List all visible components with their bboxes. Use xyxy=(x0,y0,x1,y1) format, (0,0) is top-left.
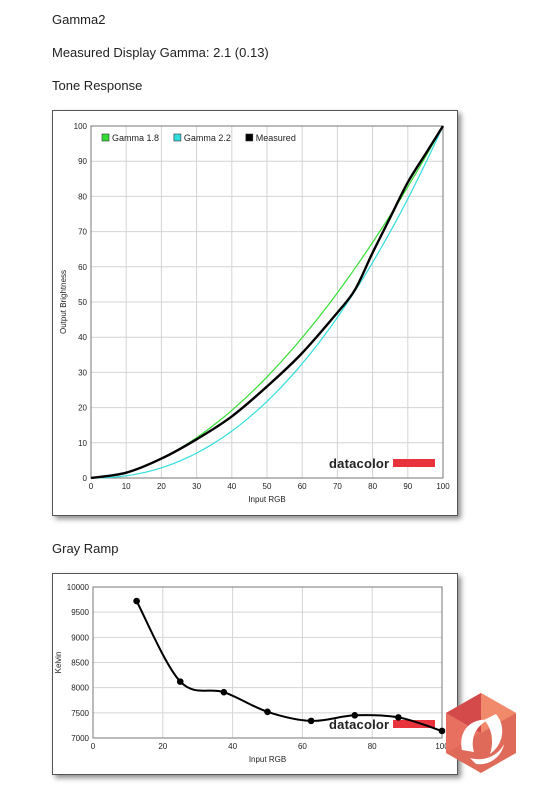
x-tick-label: 50 xyxy=(263,482,272,491)
kelvin-point xyxy=(220,688,228,696)
y-tick-label: 80 xyxy=(78,192,87,201)
y-tick-label: 0 xyxy=(83,474,88,483)
y-tick-label: 7500 xyxy=(71,709,89,718)
y-tick-label: 9500 xyxy=(71,608,89,617)
x-tick-label: 20 xyxy=(158,742,167,751)
x-tick-label: 100 xyxy=(435,742,449,751)
y-tick-label: 9000 xyxy=(71,633,89,642)
gray-ramp-chart: 0 20 40 60 80 100 7000 7500 8000 8500 9000 9500 1000… xyxy=(54,583,449,764)
x-tick-label: 80 xyxy=(368,482,377,491)
site-logo xyxy=(440,692,522,774)
x-tick-label: 60 xyxy=(298,742,307,751)
tone-response-panel: 0 10 20 30 40 50 60 70 80 90 100 0 10 20 30 40 50 60 70 80 9… xyxy=(52,110,458,516)
kelvin-point xyxy=(395,714,402,721)
x-tick-label: 90 xyxy=(403,482,412,491)
kelvin-point xyxy=(307,717,315,725)
x-tick-label: 80 xyxy=(368,742,377,751)
y-tick-label: 40 xyxy=(78,333,87,342)
y-axis-label: Output Brightness xyxy=(59,270,68,334)
watermark-bar xyxy=(393,720,435,728)
x-axis-label: Input RGB xyxy=(249,755,286,764)
legend-swatch xyxy=(173,133,182,142)
y-tick-label: 60 xyxy=(78,263,87,272)
y-axis-label: Kelvin xyxy=(54,652,63,674)
tone-response-heading: Tone Response xyxy=(52,78,143,93)
x-tick-label: 10 xyxy=(122,482,131,491)
legend-swatch xyxy=(245,133,254,142)
x-tick-label: 30 xyxy=(192,482,201,491)
watermark-text: datacolor xyxy=(329,717,389,732)
y-tick-label: 8000 xyxy=(71,684,89,693)
series-line-measured xyxy=(90,125,445,480)
y-tick-label: 90 xyxy=(78,157,87,166)
legend-swatch xyxy=(101,133,110,142)
y-tick-label: 50 xyxy=(78,298,87,307)
y-tick-label: 30 xyxy=(78,368,87,377)
y-tick-label: 70 xyxy=(78,228,87,237)
gray-ramp-panel: 0 20 40 60 80 100 7000 7500 8000 8500 9000 9500 1000… xyxy=(52,573,458,775)
x-tick-label: 60 xyxy=(298,482,307,491)
kelvin-point xyxy=(264,708,271,716)
site-logo-icon xyxy=(446,693,516,773)
legend-label: Gamma 1.8 xyxy=(112,133,159,143)
x-tick-label: 70 xyxy=(333,482,342,491)
y-tick-label: 20 xyxy=(78,404,87,413)
y-tick-label: 10 xyxy=(78,439,87,448)
gray-ramp-heading: Gray Ramp xyxy=(52,541,119,556)
kelvin-point xyxy=(133,597,140,605)
kelvin-point xyxy=(438,727,446,735)
page-title: Gamma2 xyxy=(52,12,106,27)
x-tick-label: 0 xyxy=(89,482,94,491)
gamma-readout: Measured Display Gamma: 2.1 (0.13) xyxy=(52,45,269,60)
legend-label: Gamma 2.2 xyxy=(184,133,231,143)
kelvin-point xyxy=(176,678,184,685)
y-tick-label: 100 xyxy=(74,122,88,131)
x-tick-label: 100 xyxy=(436,482,450,491)
watermark-bar xyxy=(393,459,435,467)
x-tick-label: 40 xyxy=(227,482,236,491)
plot-border xyxy=(90,125,444,479)
x-tick-label: 0 xyxy=(91,742,96,751)
y-tick-label: 8500 xyxy=(71,659,89,668)
kelvin-point xyxy=(351,712,359,719)
x-axis-label: Input RGB xyxy=(248,495,285,504)
y-tick-label: 7000 xyxy=(71,734,89,743)
plot-border xyxy=(92,586,443,739)
legend-label: Measured xyxy=(256,133,296,143)
x-tick-label: 20 xyxy=(157,482,166,491)
series-line-gamma-2-2 xyxy=(90,125,444,479)
tone-response-chart: 0 10 20 30 40 50 60 70 80 90 100 0 10 20 30 40 50 60 70 80 9… xyxy=(59,122,450,504)
x-tick-label: 40 xyxy=(228,742,237,751)
y-tick-label: 10000 xyxy=(67,583,90,592)
watermark-text: datacolor xyxy=(329,456,389,471)
